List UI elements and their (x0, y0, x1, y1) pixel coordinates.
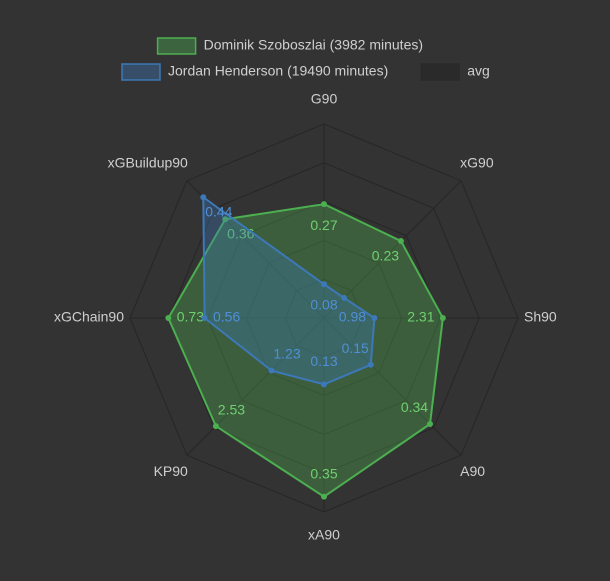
data-point (201, 315, 208, 321)
legend-swatch (420, 63, 460, 81)
spoke (323, 180, 462, 319)
data-label: 2.31 (407, 309, 434, 325)
data-label: 0.08 (310, 297, 337, 313)
axis-label: Sh90 (524, 309, 557, 325)
data-point (397, 238, 404, 245)
data-label: 0.73 (177, 309, 204, 325)
data-label: 2.53 (218, 401, 245, 417)
axis-label: xGBuildup90 (108, 155, 188, 171)
data-point (165, 315, 172, 321)
axis-label: xA90 (308, 527, 340, 543)
data-point (341, 294, 348, 301)
data-label: 0.44 (205, 204, 232, 220)
spoke (323, 317, 462, 456)
legend-label: Dominik Szoboszlai (3982 minutes) (204, 37, 423, 53)
data-point (200, 194, 207, 201)
data-point (427, 421, 434, 428)
data-label: 0.15 (342, 340, 369, 356)
data-point (268, 367, 275, 374)
legend-label: Jordan Henderson (19490 minutes) (168, 63, 388, 79)
data-point (321, 201, 327, 208)
data-label: 0.98 (339, 309, 366, 325)
data-point (439, 315, 446, 321)
data-label: 0.23 (372, 247, 399, 263)
axis-label: xGChain90 (54, 309, 124, 325)
data-point (321, 381, 327, 388)
legend-swatch (156, 37, 197, 55)
data-label: 1.23 (273, 346, 300, 362)
axis-label: G90 (311, 91, 338, 107)
legend-label: avg (467, 63, 490, 79)
data-point (371, 315, 378, 321)
data-point (367, 361, 374, 368)
axis-label: xG90 (460, 155, 494, 171)
data-label: 0.27 (310, 217, 337, 233)
data-label: 0.13 (310, 353, 337, 369)
data-point (321, 493, 327, 500)
axis-label: KP90 (154, 463, 188, 479)
data-label: 0.34 (401, 399, 428, 415)
data-label: 0.56 (213, 309, 240, 325)
legend-swatch (121, 63, 161, 81)
data-label: 0.35 (310, 465, 337, 481)
axis-label: A90 (460, 463, 485, 479)
data-point (212, 423, 219, 430)
data-point (222, 216, 229, 223)
spoke (186, 317, 325, 456)
data-point (321, 281, 327, 288)
spoke (186, 180, 325, 319)
